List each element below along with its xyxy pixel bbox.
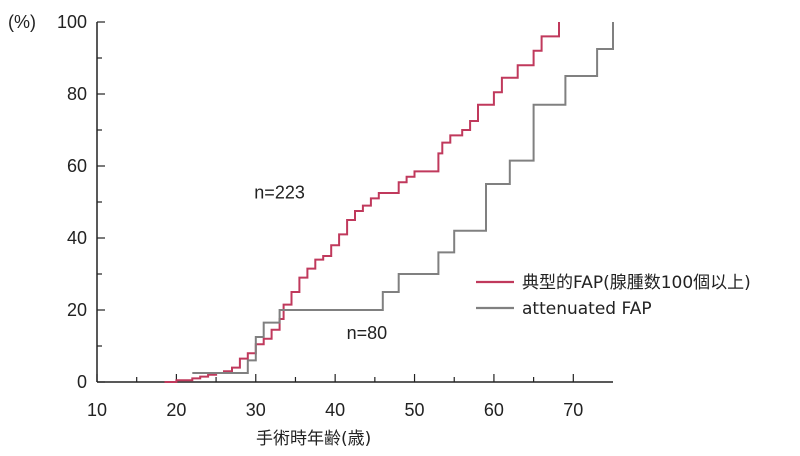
x-tick-label: 30 [246, 400, 266, 420]
y-tick-label: 20 [67, 300, 87, 320]
y-tick-label: 80 [67, 84, 87, 104]
series-group [164, 22, 614, 383]
x-tick-label: 10 [87, 400, 107, 420]
x-tick-label: 50 [405, 400, 425, 420]
annotation-2: n=80 [347, 323, 388, 343]
annotation-1: n=223 [254, 182, 305, 202]
series-line-2 [192, 22, 614, 374]
y-tick-label: 40 [67, 228, 87, 248]
legend-label-2: attenuated FAP [522, 299, 652, 319]
x-tick-label: 70 [563, 400, 583, 420]
annotations: n=223 n=80 [254, 182, 387, 342]
x-tick-label: 40 [325, 400, 345, 420]
legend: 典型的FAP(腺腫数100個以上) attenuated FAP [476, 273, 751, 319]
x-tick-label: 60 [484, 400, 504, 420]
axes: 0 20 40 60 80 100 10 20 30 40 50 60 70 [57, 12, 613, 420]
x-tick-label: 20 [166, 400, 186, 420]
y-axis-unit-label: (%) [8, 12, 36, 32]
legend-label-1: 典型的FAP(腺腫数100個以上) [522, 273, 751, 293]
y-tick-label: 60 [67, 156, 87, 176]
y-tick-label: 0 [77, 372, 87, 392]
y-tick-label: 100 [57, 12, 87, 32]
x-axis-title: 手術時年齢(歳) [256, 429, 371, 449]
series-line-1 [164, 22, 560, 383]
